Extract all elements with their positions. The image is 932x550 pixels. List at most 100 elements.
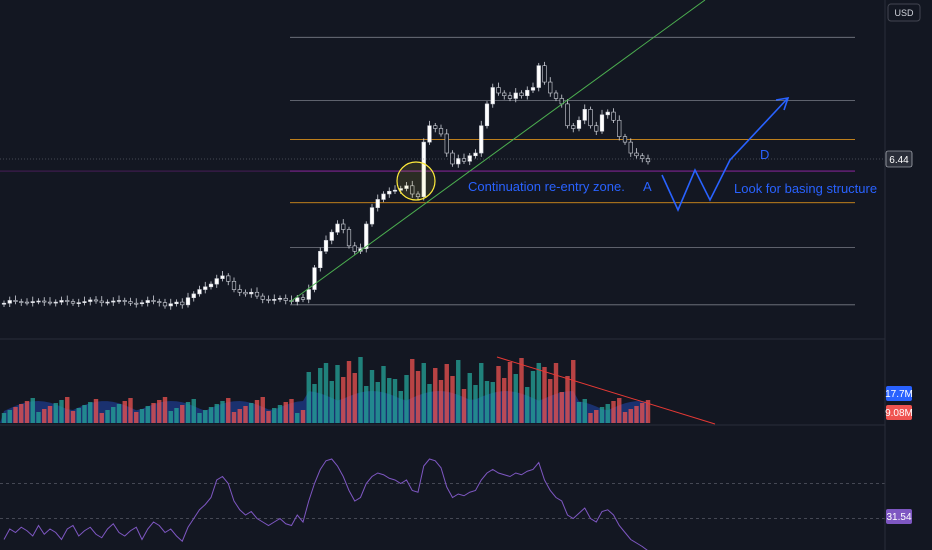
candle — [640, 153, 645, 163]
volume-bar — [151, 403, 156, 423]
candle-body — [277, 297, 283, 300]
candle — [634, 148, 639, 159]
volume-bar — [162, 397, 168, 423]
candle-body — [76, 302, 81, 304]
volume-bar — [53, 403, 58, 423]
volume-bar — [565, 376, 570, 423]
candle-body — [392, 189, 398, 192]
candle-body — [116, 300, 122, 302]
candle — [214, 274, 219, 288]
candle — [605, 109, 610, 119]
volume-bar — [450, 376, 455, 423]
candle — [467, 153, 472, 166]
candle-body — [421, 141, 426, 198]
volume-bar — [197, 413, 202, 423]
candle — [65, 295, 70, 306]
candle-body — [42, 300, 47, 303]
volume-bar — [191, 399, 196, 423]
volume-bar — [594, 410, 599, 423]
volume-bar — [42, 409, 47, 423]
volume-bar — [214, 404, 219, 423]
candle — [479, 120, 484, 157]
candle-body — [542, 65, 547, 83]
volume-bar — [502, 378, 507, 423]
candle — [174, 299, 179, 307]
candle-body — [410, 185, 415, 195]
candle-body — [312, 267, 317, 290]
candle — [145, 296, 150, 307]
volume-badge-last — [886, 405, 912, 420]
candle — [369, 203, 375, 227]
volume-bar — [329, 381, 334, 423]
volume-bar — [617, 398, 622, 423]
candle-body — [24, 301, 30, 304]
volume-bar — [507, 362, 513, 423]
candle — [111, 297, 116, 306]
volume-ma-label: 17.7M — [885, 389, 913, 400]
volume-bar — [599, 407, 605, 423]
candle — [53, 299, 58, 307]
volume-bar — [260, 397, 265, 423]
candle-body — [634, 152, 639, 157]
volume-bar — [323, 363, 329, 423]
volume-bar — [559, 392, 564, 423]
volume-bar — [289, 399, 294, 423]
candle — [76, 298, 81, 308]
candle-body — [628, 141, 633, 154]
candle — [249, 288, 254, 298]
volume-bar — [341, 377, 346, 423]
candle — [88, 297, 93, 306]
volume-bar — [306, 372, 311, 423]
currency-badge[interactable] — [887, 3, 921, 22]
volume-bar — [421, 363, 426, 423]
uptrend-line[interactable] — [289, 0, 706, 303]
candle-body — [306, 289, 311, 300]
candle-body — [645, 158, 651, 163]
volume-bar — [318, 368, 323, 423]
candle — [456, 154, 461, 168]
candle — [622, 133, 628, 145]
candle — [70, 298, 76, 306]
candle — [588, 106, 593, 129]
volume-bar — [519, 358, 524, 423]
candle-body — [30, 301, 35, 303]
candle — [266, 295, 271, 304]
candle-body — [433, 125, 438, 129]
candle — [1, 300, 7, 308]
volume-bar — [461, 389, 467, 423]
candle — [525, 86, 530, 100]
candle-body — [220, 275, 225, 279]
volume-bar — [122, 401, 127, 423]
candle-body — [640, 155, 645, 159]
volume-bar — [513, 374, 518, 423]
volume-bar — [548, 379, 553, 423]
candle — [191, 291, 196, 302]
volume-bar — [456, 360, 461, 423]
volume-bar — [571, 360, 576, 423]
candle — [30, 296, 35, 307]
candle-body — [157, 301, 162, 303]
annotation-basing: Look for basing structure — [734, 181, 877, 196]
candle — [473, 149, 478, 159]
volume-downtrend-line[interactable] — [496, 356, 716, 425]
candle-body — [128, 301, 133, 304]
volume-bar — [134, 412, 139, 423]
candle — [530, 82, 536, 93]
candle-body — [588, 109, 593, 127]
volume-bar — [358, 357, 363, 423]
candle — [571, 123, 576, 133]
projection-path[interactable] — [661, 97, 789, 212]
candle-body — [513, 92, 518, 99]
volume-bar — [553, 363, 559, 423]
volume-bar — [392, 379, 398, 423]
candle-body — [329, 231, 334, 241]
volume-bar — [243, 406, 248, 423]
volume-bar — [277, 405, 283, 423]
candle-body — [254, 291, 260, 297]
candle — [335, 220, 340, 235]
highlight-circle[interactable] — [396, 161, 436, 201]
last-price-label: 6.44 — [889, 155, 909, 166]
candle — [617, 115, 622, 141]
candle-body — [168, 303, 173, 307]
volume-bar — [634, 406, 639, 423]
